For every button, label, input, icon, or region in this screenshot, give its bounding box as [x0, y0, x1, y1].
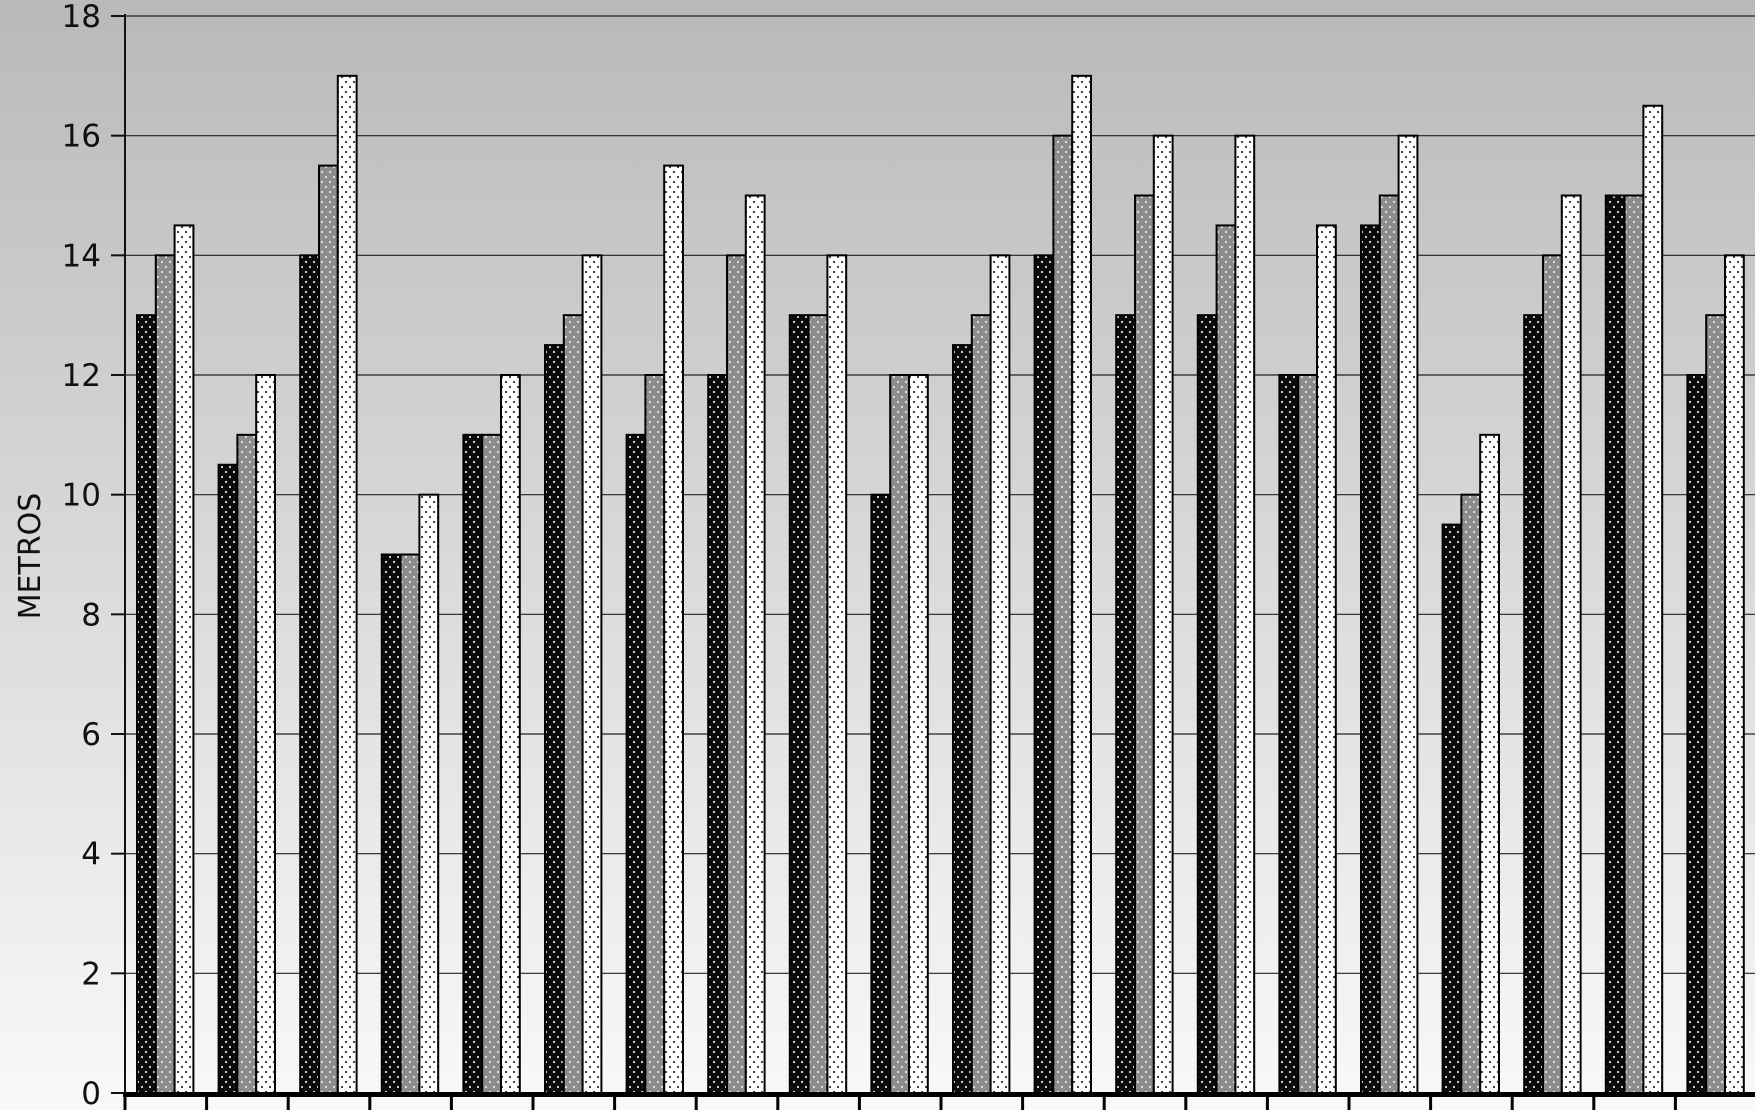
bar-series2-group20	[1705, 314, 1726, 1094]
bar-series3-group1	[173, 224, 195, 1094]
bar-series2-group4	[399, 553, 421, 1094]
bar-series1-group11	[952, 344, 973, 1095]
bar-series3-group9	[826, 254, 848, 1095]
bar-series3-group8	[744, 194, 766, 1094]
bar-series1-group2	[217, 463, 239, 1094]
bar-series2-group5	[481, 433, 503, 1095]
y-tick-label: 12	[62, 358, 101, 394]
bar-series2-group3	[318, 164, 339, 1095]
bar-series3-group10	[908, 374, 929, 1094]
bar-series3-group12	[1071, 74, 1092, 1095]
bar-series1-group10	[870, 493, 892, 1094]
y-tick-label: 14	[62, 238, 101, 274]
bar-series2-group11	[970, 314, 992, 1094]
bar-series1-group12	[1033, 254, 1055, 1095]
bar-series1-group6	[544, 344, 565, 1095]
bar-series1-group8	[707, 374, 729, 1094]
bar-series1-group13	[1115, 314, 1136, 1094]
bar-series2-group9	[807, 314, 829, 1094]
y-tick-label: 10	[62, 478, 101, 514]
bar-series2-group17	[1460, 493, 1482, 1094]
bar-series2-group12	[1052, 134, 1074, 1094]
bar-series2-group10	[889, 374, 911, 1094]
bar-series2-group8	[726, 254, 747, 1095]
bar-series3-group4	[418, 493, 440, 1094]
y-axis-label: METROS	[13, 493, 48, 620]
y-tick-label: 6	[81, 717, 101, 753]
bar-series3-group15	[1316, 224, 1337, 1094]
y-tick-label: 4	[81, 837, 101, 873]
y-tick-labels: 0 2 4 6 8 10 12 14 16 18	[62, 0, 101, 1112]
bar-series1-group3	[299, 254, 321, 1095]
bar-series3-group17	[1479, 433, 1500, 1095]
bar-series1-group19	[1604, 194, 1626, 1094]
bar-series1-group16	[1360, 224, 1381, 1094]
bar-series1-group14	[1196, 314, 1218, 1094]
bars	[136, 74, 1745, 1095]
bar-series3-group13	[1152, 134, 1174, 1094]
bar-series1-group20	[1686, 374, 1708, 1094]
bar-series2-group1	[154, 254, 176, 1095]
bar-series3-group3	[336, 74, 358, 1095]
bar-series2-group18	[1542, 254, 1563, 1095]
bar-series1-group7	[625, 433, 647, 1095]
bar-series3-group7	[663, 164, 685, 1095]
bar-series1-group5	[462, 433, 484, 1095]
x-axis-line	[123, 1092, 1755, 1097]
bar-series3-group5	[500, 374, 521, 1094]
axes	[111, 14, 1755, 1110]
bar-series2-group7	[644, 374, 666, 1094]
y-tick-label: 18	[62, 0, 101, 35]
bar-series3-group20	[1724, 254, 1745, 1095]
bar-series1-group17	[1441, 523, 1463, 1094]
bar-series3-group11	[989, 254, 1011, 1095]
bar-series3-group18	[1560, 194, 1582, 1094]
bar-series3-group2	[255, 374, 277, 1094]
bar-series2-group13	[1134, 194, 1155, 1094]
y-tick-label: 16	[62, 119, 101, 155]
bar-series1-group1	[136, 314, 157, 1094]
bar-series2-group16	[1378, 194, 1400, 1094]
bar-series1-group4	[380, 553, 402, 1094]
bar-series1-group9	[788, 314, 810, 1094]
bar-series2-group14	[1215, 224, 1237, 1094]
bar-series2-group6	[562, 314, 584, 1094]
bar-series1-group18	[1523, 314, 1544, 1094]
bar-series1-group15	[1278, 374, 1300, 1094]
bar-series3-group14	[1234, 134, 1256, 1094]
y-tick-label: 0	[81, 1076, 101, 1110]
y-tick-label: 2	[81, 956, 101, 992]
bar-series2-group19	[1623, 194, 1645, 1094]
bar-series2-group15	[1297, 374, 1318, 1094]
bar-series2-group2	[236, 433, 258, 1095]
y-tick-label: 8	[81, 597, 101, 633]
bar-series3-group19	[1642, 104, 1664, 1094]
bar-series3-group16	[1397, 134, 1419, 1094]
bar-series3-group6	[581, 254, 603, 1095]
